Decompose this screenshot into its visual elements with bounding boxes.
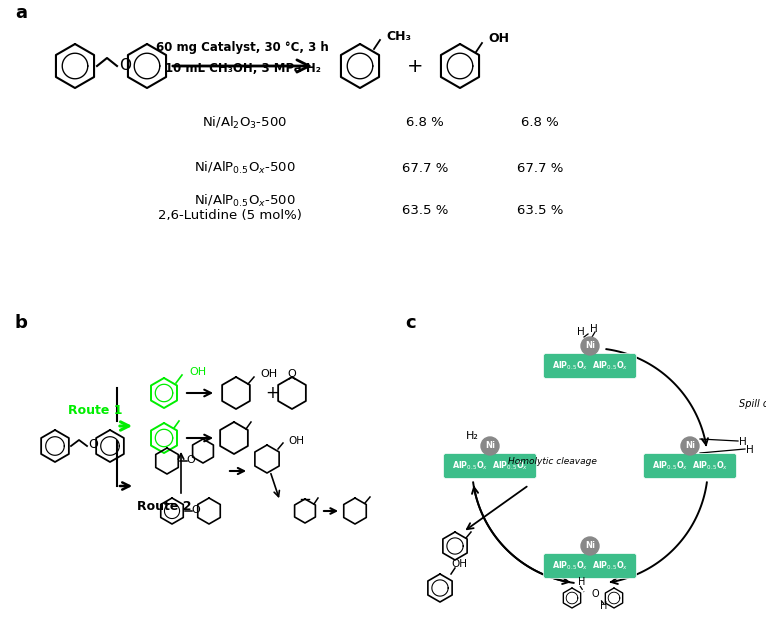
Text: O: O <box>192 505 201 515</box>
Text: Ni: Ni <box>485 442 495 451</box>
Text: 6.8 %: 6.8 % <box>406 117 444 129</box>
FancyBboxPatch shape <box>544 353 637 379</box>
Text: H₂: H₂ <box>466 431 479 441</box>
Text: AlP$_{0.5}$O$_x$  AlP$_{0.5}$O$_x$: AlP$_{0.5}$O$_x$ AlP$_{0.5}$O$_x$ <box>652 460 728 472</box>
Text: H: H <box>577 327 585 337</box>
Text: O: O <box>591 589 599 599</box>
Text: Ni/AlP$_{0.5}$O$_x$-500: Ni/AlP$_{0.5}$O$_x$-500 <box>195 193 296 209</box>
Circle shape <box>681 437 699 455</box>
Text: H: H <box>746 445 754 455</box>
Text: b: b <box>15 314 28 332</box>
Text: +: + <box>265 384 279 402</box>
Text: 67.7 %: 67.7 % <box>517 162 563 175</box>
Text: AlP$_{0.5}$O$_x$  AlP$_{0.5}$O$_x$: AlP$_{0.5}$O$_x$ AlP$_{0.5}$O$_x$ <box>552 560 628 572</box>
Text: Ni/Al$_2$O$_3$-500: Ni/Al$_2$O$_3$-500 <box>202 115 287 131</box>
Text: 10 mL CH₃OH, 3 MPa H₂: 10 mL CH₃OH, 3 MPa H₂ <box>165 61 320 74</box>
Circle shape <box>581 537 599 555</box>
Text: a: a <box>15 4 27 22</box>
Text: Route 1: Route 1 <box>67 404 123 418</box>
FancyBboxPatch shape <box>444 454 536 478</box>
Text: H: H <box>578 577 586 587</box>
Text: 6.8 %: 6.8 % <box>521 117 559 129</box>
Text: H: H <box>590 324 598 334</box>
FancyBboxPatch shape <box>544 553 637 579</box>
Text: Homolytic cleavage: Homolytic cleavage <box>508 456 597 466</box>
Text: OH: OH <box>189 367 206 377</box>
Text: Ni/AlP$_{0.5}$O$_x$-500: Ni/AlP$_{0.5}$O$_x$-500 <box>195 160 296 176</box>
Text: Spill over: Spill over <box>739 399 766 409</box>
Text: O: O <box>88 439 98 452</box>
Text: O: O <box>119 57 131 73</box>
Circle shape <box>481 437 499 455</box>
Text: O: O <box>187 455 195 465</box>
Text: 63.5 %: 63.5 % <box>517 204 563 216</box>
Text: 67.7 %: 67.7 % <box>402 162 448 175</box>
Text: 63.5 %: 63.5 % <box>402 204 448 216</box>
FancyBboxPatch shape <box>643 454 736 478</box>
Text: OH: OH <box>451 559 467 569</box>
Text: AlP$_{0.5}$O$_x$  AlP$_{0.5}$O$_x$: AlP$_{0.5}$O$_x$ AlP$_{0.5}$O$_x$ <box>552 360 628 372</box>
Text: CH₃: CH₃ <box>386 30 411 42</box>
Text: AlP$_{0.5}$O$_x$  AlP$_{0.5}$O$_x$: AlP$_{0.5}$O$_x$ AlP$_{0.5}$O$_x$ <box>452 460 529 472</box>
Text: OH: OH <box>260 369 277 379</box>
Text: O: O <box>287 369 296 379</box>
Text: 60 mg Catalyst, 30 °C, 3 h: 60 mg Catalyst, 30 °C, 3 h <box>156 42 329 54</box>
Circle shape <box>581 337 599 355</box>
Text: Ni: Ni <box>585 541 595 550</box>
Text: H: H <box>601 601 607 611</box>
Text: OH: OH <box>288 436 304 446</box>
Text: 2,6-Lutidine (5 mol%): 2,6-Lutidine (5 mol%) <box>158 209 302 223</box>
Text: Ni: Ni <box>585 341 595 350</box>
Text: +: + <box>407 57 424 76</box>
Text: Route 2: Route 2 <box>137 500 192 512</box>
Text: c: c <box>405 314 416 332</box>
Text: Ni: Ni <box>685 442 695 451</box>
Text: OH: OH <box>488 33 509 45</box>
Text: H: H <box>739 437 747 447</box>
